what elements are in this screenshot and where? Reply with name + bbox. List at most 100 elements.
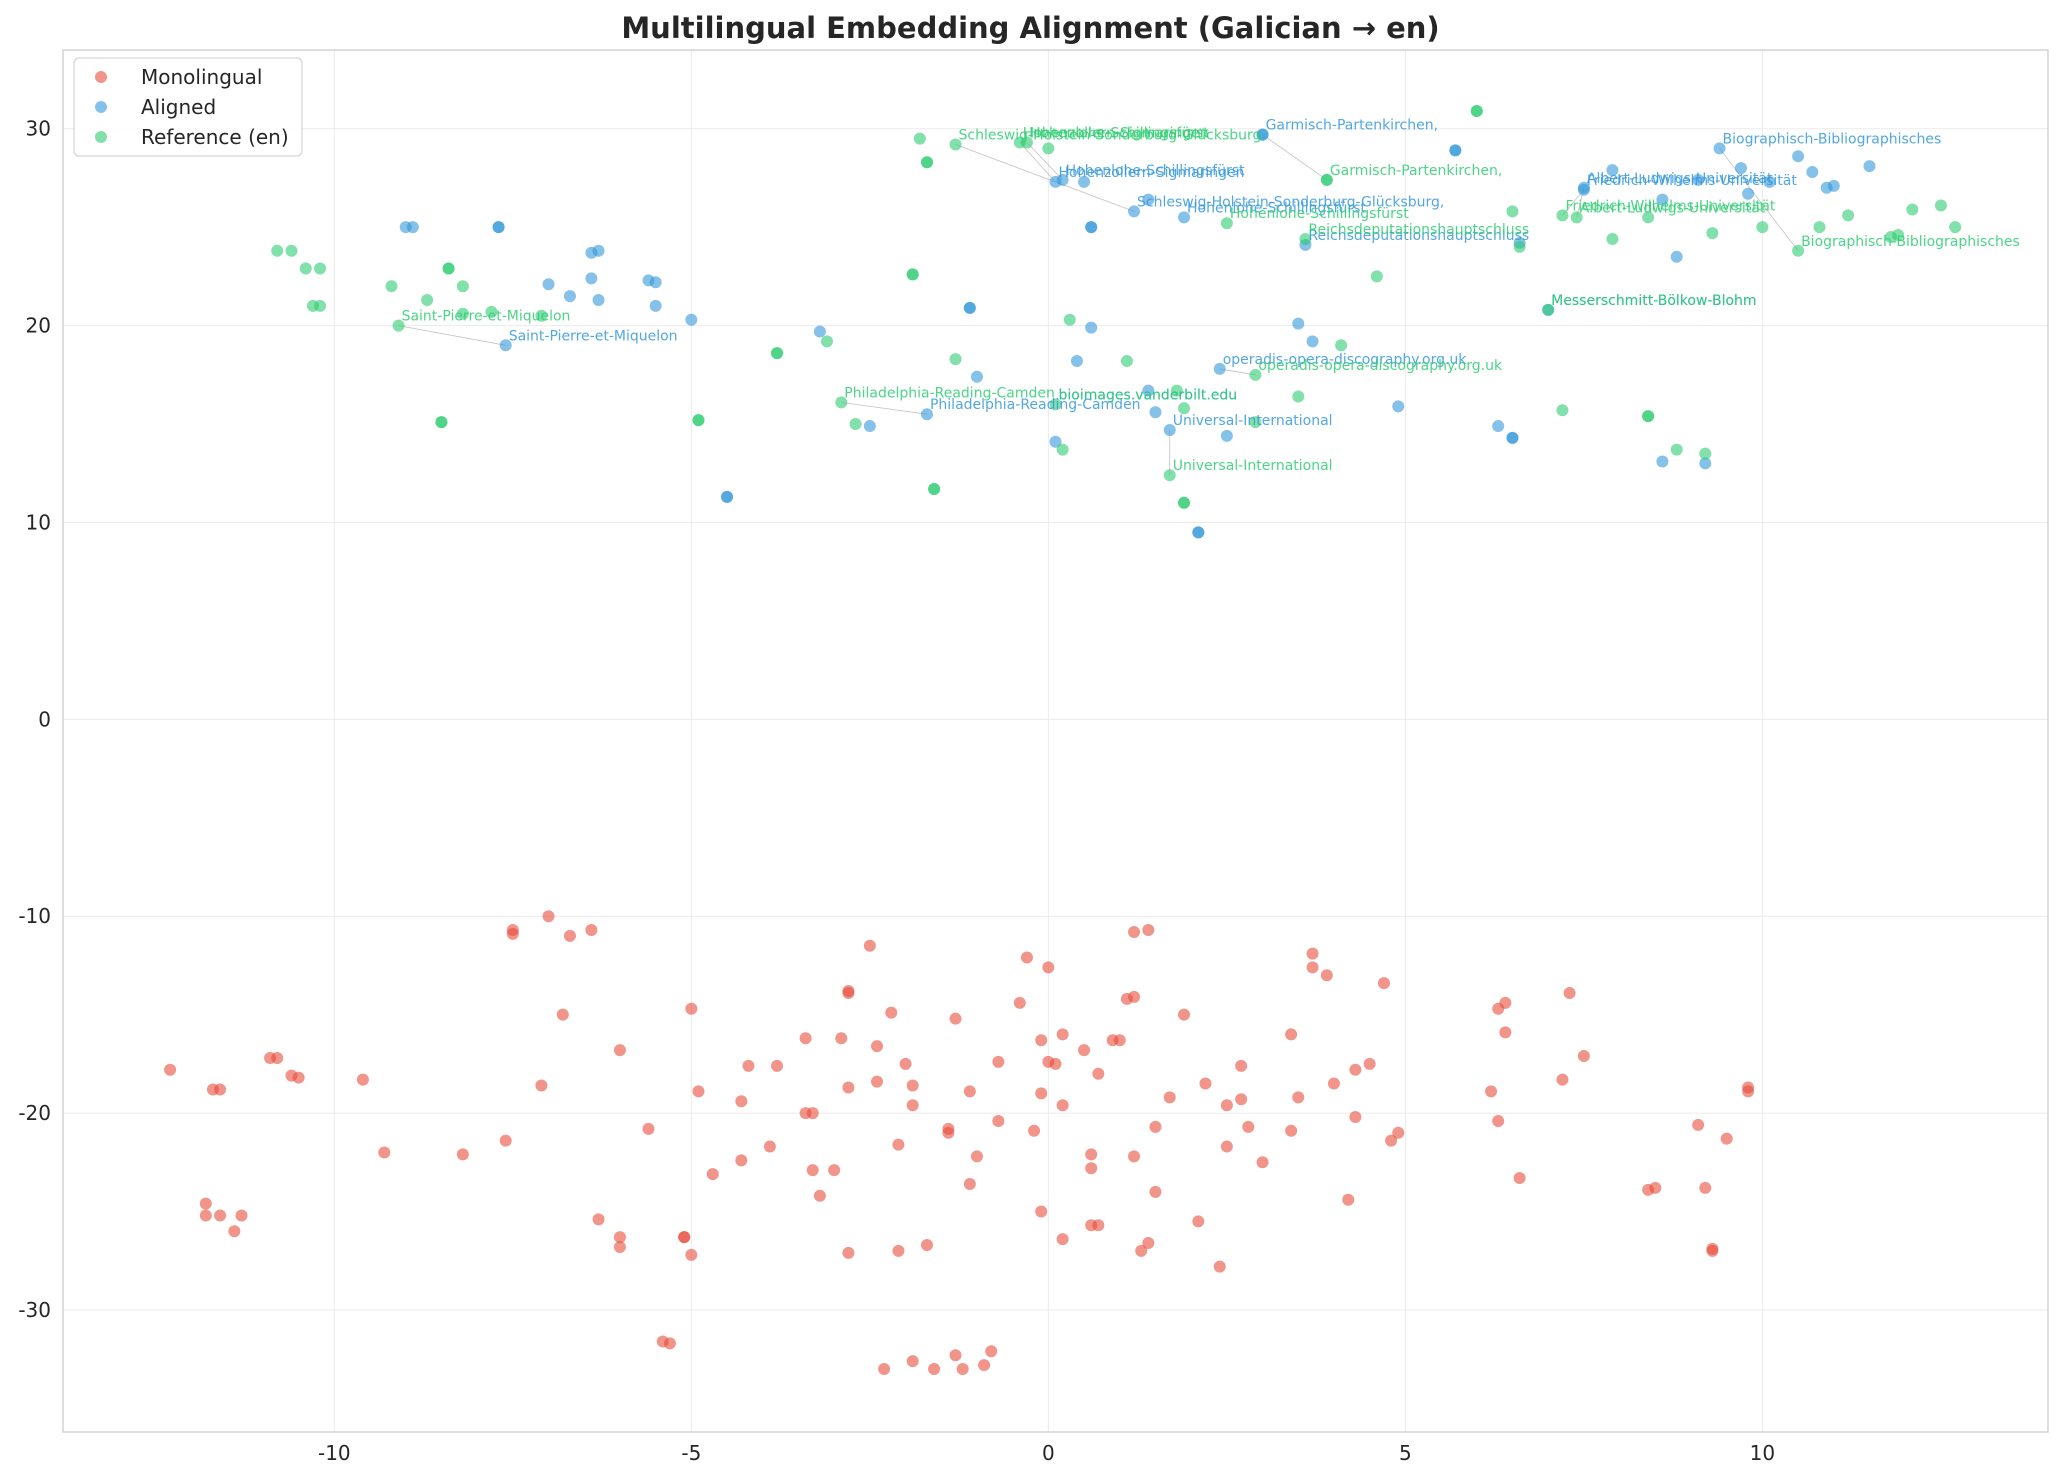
point-monolingual — [164, 1063, 177, 1076]
point-aligned — [1306, 335, 1319, 348]
legend-marker-reference — [95, 131, 107, 143]
y-tick-label: -30 — [18, 1298, 51, 1322]
point-monolingual — [806, 1107, 819, 1120]
annotation-label: Garmisch-Partenkirchen, — [1330, 163, 1502, 179]
point-monolingual — [1128, 1150, 1141, 1163]
point-monolingual — [1706, 1242, 1719, 1255]
y-tick-label: -20 — [18, 1101, 51, 1125]
point-monolingual — [870, 1040, 883, 1053]
annotation-label: Messerschmitt-Bölkow-Blohm — [1551, 293, 1756, 309]
point-monolingual — [963, 1085, 976, 1098]
point-aligned — [1085, 321, 1098, 334]
point-aligned — [406, 221, 419, 234]
point-reference-en — [920, 156, 933, 169]
point-aligned — [963, 301, 976, 314]
annotation-label: operadis-opera-discography.org.uk — [1223, 352, 1468, 368]
alignment-line — [1026, 142, 1063, 181]
point-monolingual — [735, 1095, 748, 1108]
point-monolingual — [771, 1059, 784, 1072]
alignment-lines — [398, 134, 1799, 476]
point-monolingual — [1235, 1059, 1248, 1072]
point-aligned — [970, 370, 983, 383]
annotation-label: Reichsdeputationshauptschluss — [1308, 222, 1529, 238]
point-reference-en — [1556, 404, 1569, 417]
point-aligned — [1292, 317, 1305, 330]
point-reference-en — [1706, 227, 1719, 240]
annotation-label: Albert-Ludwigs-Universität — [1580, 200, 1766, 216]
point-reference-en — [535, 309, 548, 322]
legend-label-aligned: Aligned — [141, 95, 216, 119]
x-tick-label: 5 — [1399, 1441, 1412, 1465]
point-aligned — [649, 299, 662, 312]
point-reference-en — [1606, 232, 1619, 245]
point-reference-en — [456, 280, 469, 293]
point-monolingual — [1220, 1099, 1233, 1112]
point-monolingual — [292, 1071, 305, 1084]
point-reference-en — [949, 353, 962, 366]
point-monolingual — [1327, 1077, 1340, 1090]
point-reference-en — [1042, 142, 1055, 155]
point-reference-en — [1570, 211, 1583, 224]
annotation-label: Universal-International — [1173, 413, 1333, 429]
y-tick-label: 10 — [26, 510, 51, 534]
point-reference-en — [913, 132, 926, 145]
point-monolingual — [1049, 1057, 1062, 1070]
point-monolingual — [1306, 961, 1319, 974]
point-monolingual — [963, 1177, 976, 1190]
point-monolingual — [1056, 1233, 1069, 1246]
point-monolingual — [799, 1032, 812, 1045]
chart-title: Multilingual Embedding Alignment (Galici… — [621, 11, 1439, 45]
point-aligned — [1078, 175, 1091, 188]
point-reference-en — [906, 268, 919, 281]
point-monolingual — [1556, 1073, 1569, 1086]
point-reference-en — [435, 416, 448, 429]
point-monolingual — [613, 1240, 626, 1253]
point-monolingual — [1013, 996, 1026, 1009]
legend-marker-aligned — [95, 101, 107, 113]
y-tick-label: -10 — [18, 904, 51, 928]
annotation-label: Hohenlohe-Schillingsfürst — [1066, 163, 1245, 179]
point-monolingual — [870, 1075, 883, 1088]
annotation-label: Saint-Pierre-et-Miquelon — [509, 328, 678, 344]
point-aligned — [592, 244, 605, 257]
point-monolingual — [1349, 1111, 1362, 1124]
point-aligned — [1213, 362, 1226, 375]
legend-label-monolingual: Monolingual — [141, 65, 262, 89]
point-monolingual — [1513, 1172, 1526, 1185]
point-aligned — [1792, 150, 1805, 163]
point-monolingual — [1577, 1049, 1590, 1062]
point-monolingual — [1056, 1099, 1069, 1112]
point-monolingual — [1720, 1132, 1733, 1145]
annotation-label: Hohenzollern-Sigmaringen — [1059, 165, 1245, 181]
point-reference-en — [692, 414, 705, 427]
point-reference-en — [385, 280, 398, 293]
point-reference-en — [1699, 447, 1712, 460]
point-reference-en — [821, 335, 834, 348]
point-monolingual — [1142, 1237, 1155, 1250]
annotation-label: Saint-Pierre-et-Miquelon — [402, 309, 571, 325]
point-aligned — [721, 490, 734, 503]
point-aligned — [492, 221, 505, 234]
point-aligned — [1256, 128, 1269, 141]
point-reference-en — [1292, 390, 1305, 403]
point-monolingual — [806, 1164, 819, 1177]
point-reference-en — [771, 347, 784, 360]
point-aligned — [813, 325, 826, 338]
point-reference-en — [456, 307, 469, 320]
point-monolingual — [592, 1213, 605, 1226]
legend-marker-monolingual — [95, 71, 107, 83]
point-reference-en — [314, 299, 327, 312]
point-monolingual — [1649, 1181, 1662, 1194]
point-reference-en — [1370, 270, 1383, 283]
point-aligned — [863, 420, 876, 433]
y-tick-label: 30 — [26, 117, 51, 141]
point-monolingual — [970, 1150, 983, 1163]
x-axis-ticks: -10 -5 0 5 10 — [318, 1441, 1775, 1465]
point-monolingual — [842, 986, 855, 999]
annotation-label: Universal-International — [1173, 458, 1333, 474]
point-aligned — [499, 339, 512, 352]
point-monolingual — [556, 1008, 569, 1021]
point-monolingual — [1056, 1028, 1069, 1041]
point-monolingual — [942, 1126, 955, 1139]
alignment-line — [1019, 142, 1056, 183]
